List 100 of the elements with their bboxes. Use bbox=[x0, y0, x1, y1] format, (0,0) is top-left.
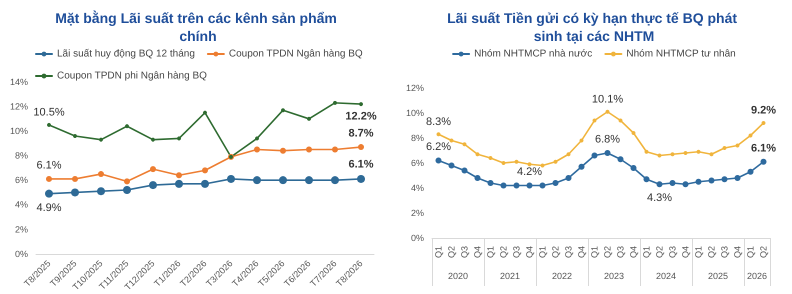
data-label: 10.5% bbox=[33, 106, 65, 118]
text: 2026 bbox=[746, 271, 768, 281]
x-tick-label: Q1 bbox=[642, 246, 652, 258]
point bbox=[99, 138, 103, 142]
point bbox=[554, 160, 558, 164]
x-tick-label: Q4 bbox=[576, 246, 586, 258]
point bbox=[436, 158, 442, 164]
data-label: 6.1% bbox=[36, 159, 62, 172]
point bbox=[333, 100, 337, 105]
point bbox=[305, 176, 313, 184]
point bbox=[476, 152, 480, 156]
x-tick-label: Q3 bbox=[720, 246, 730, 258]
point bbox=[227, 174, 235, 183]
x-tick-label: Q3 bbox=[564, 246, 574, 258]
point bbox=[462, 142, 466, 146]
legend-label: Coupon TPDN Ngân hàng BQ bbox=[228, 48, 363, 60]
data-label: 4.3% bbox=[646, 192, 672, 204]
chart-title: Mặt bằng Lãi suất trên các kênh sản phẩm chính bbox=[55, 10, 341, 44]
x-tick-label: Q3 bbox=[616, 246, 626, 258]
y-tick-label: 4% bbox=[410, 183, 424, 193]
point bbox=[618, 118, 622, 122]
y-tick-label: 10% bbox=[406, 108, 424, 118]
y-tick-label: 6% bbox=[410, 158, 424, 168]
point bbox=[604, 150, 610, 156]
text: 2021 bbox=[500, 271, 520, 281]
point bbox=[46, 176, 52, 182]
point bbox=[47, 122, 51, 127]
point bbox=[149, 181, 157, 190]
point bbox=[281, 108, 285, 112]
x-tick-label: Q4 bbox=[680, 246, 690, 258]
data-label: 6.1% bbox=[750, 142, 776, 154]
point bbox=[618, 156, 624, 162]
point bbox=[448, 162, 454, 168]
text: 2022 bbox=[552, 271, 572, 281]
data-label: 8.3% bbox=[426, 116, 452, 128]
point bbox=[566, 152, 570, 156]
point bbox=[474, 175, 480, 181]
point bbox=[123, 186, 131, 194]
x-tick-label: Q1 bbox=[486, 246, 496, 258]
legend-label: Coupon TPDN phi Ngân hàng BQ bbox=[57, 70, 208, 82]
y-tick-label: 6% bbox=[14, 175, 28, 186]
point bbox=[644, 150, 648, 154]
point bbox=[488, 156, 492, 160]
point bbox=[253, 176, 261, 184]
point bbox=[708, 178, 714, 184]
x-tick-label: Q4 bbox=[472, 246, 482, 258]
point bbox=[592, 152, 598, 158]
x-tick-label: Q3 bbox=[512, 246, 522, 258]
point bbox=[359, 102, 363, 106]
legend-label: Nhóm NHTMCP nhà nước bbox=[474, 48, 592, 60]
point bbox=[201, 180, 209, 188]
y-tick-label: 2% bbox=[14, 224, 28, 234]
point bbox=[502, 161, 506, 165]
point bbox=[748, 168, 754, 175]
point bbox=[280, 148, 286, 154]
point bbox=[552, 180, 558, 186]
y-tick-label: 4% bbox=[14, 200, 28, 210]
y-tick-label: 2% bbox=[410, 208, 424, 218]
point bbox=[696, 150, 700, 154]
y-tick-label: 0% bbox=[14, 248, 28, 259]
point bbox=[306, 146, 312, 152]
x-tick-label: Q2 bbox=[654, 246, 664, 258]
point bbox=[203, 110, 207, 115]
x-tick-label: Q2 bbox=[706, 246, 716, 258]
point bbox=[566, 175, 572, 181]
chart-title: Lãi suất Tiền gửi có kỳ hạn thực tế BQ phát sinh tại các NHTM bbox=[447, 10, 741, 44]
point bbox=[696, 178, 702, 185]
data-label: 8.7% bbox=[348, 128, 374, 140]
point bbox=[202, 167, 208, 174]
point bbox=[762, 121, 766, 125]
x-tick-label: Q1 bbox=[694, 246, 704, 258]
point bbox=[710, 152, 714, 156]
point bbox=[722, 146, 726, 150]
x-tick-label: Q4 bbox=[524, 246, 534, 258]
point bbox=[632, 131, 636, 135]
point bbox=[540, 164, 544, 168]
point bbox=[526, 182, 532, 188]
y-tick-label: 0% bbox=[410, 233, 424, 243]
point bbox=[462, 168, 468, 174]
text: 2023 bbox=[604, 271, 624, 281]
point bbox=[98, 171, 104, 178]
point bbox=[592, 118, 596, 122]
point bbox=[71, 188, 79, 196]
point bbox=[656, 181, 662, 188]
data-label: 10.1% bbox=[592, 93, 624, 106]
point bbox=[670, 152, 674, 156]
x-tick-label: Q1 bbox=[590, 246, 600, 258]
text: 2020 bbox=[448, 271, 468, 281]
legend-label: Lãi suất huy động BQ 12 tháng bbox=[57, 48, 195, 60]
point bbox=[331, 176, 339, 184]
point bbox=[670, 180, 676, 186]
y-tick-label: 10% bbox=[10, 126, 28, 136]
point bbox=[580, 138, 584, 142]
point bbox=[45, 190, 53, 198]
point bbox=[436, 132, 440, 136]
y-tick-label: 8% bbox=[14, 150, 28, 161]
point bbox=[175, 180, 183, 188]
point bbox=[151, 138, 155, 142]
point bbox=[748, 134, 752, 138]
point bbox=[540, 182, 546, 188]
